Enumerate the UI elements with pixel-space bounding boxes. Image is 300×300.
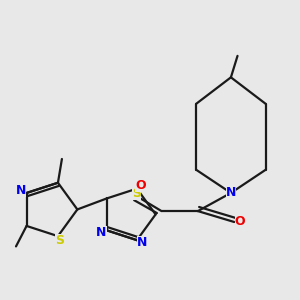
Text: O: O (235, 215, 245, 229)
Text: N: N (226, 186, 236, 200)
Text: O: O (135, 179, 146, 192)
Text: N: N (96, 226, 106, 239)
Text: N: N (15, 184, 26, 197)
Text: N: N (137, 236, 147, 249)
Text: S: S (132, 187, 141, 200)
Text: S: S (56, 234, 64, 247)
